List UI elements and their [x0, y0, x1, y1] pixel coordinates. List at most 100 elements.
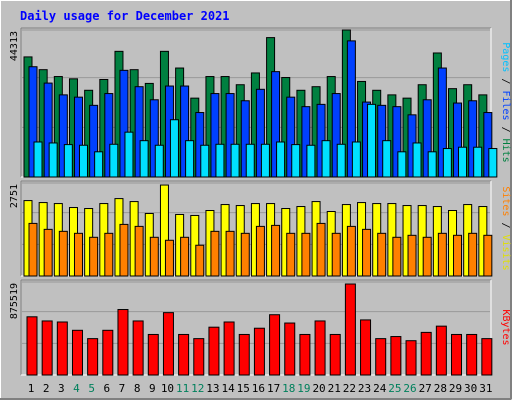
x-tick-label: 3	[58, 382, 65, 395]
bar-pages-day-21	[336, 143, 346, 178]
bar-files-day-5	[89, 104, 99, 178]
bar-pages-day-24	[382, 140, 392, 178]
bar-sites-day-28	[437, 232, 447, 277]
bar-sites-day-6	[104, 232, 114, 277]
x-tick-label: 31	[479, 382, 492, 395]
bar-kbytes-day-20	[314, 320, 326, 376]
bar-files-day-4	[73, 96, 83, 178]
bar-visits-day-10	[159, 184, 169, 277]
bar-sites-day-5	[89, 236, 99, 277]
kbytes-panel: 875519 KBytes	[9, 279, 511, 376]
y-max-label: 875519	[9, 283, 20, 319]
bar-kbytes-day-18	[284, 322, 296, 376]
bar-kbytes-day-31	[481, 338, 493, 376]
bar-sites-day-24	[377, 232, 387, 277]
x-tick-label: 30	[464, 382, 477, 395]
x-tick-label: 19	[297, 382, 310, 395]
bar-pages-day-31	[488, 148, 498, 178]
x-tick-label: 20	[312, 382, 325, 395]
bar-sites-day-22	[346, 225, 356, 277]
x-tick-label: 18	[282, 382, 295, 395]
bar-kbytes-day-14	[223, 321, 235, 376]
bar-sites-day-29	[453, 234, 463, 277]
bar-pages-day-14	[230, 143, 240, 178]
bar-pages-day-25	[397, 151, 407, 178]
x-tick-label: 10	[161, 382, 174, 395]
bar-kbytes-day-16	[253, 327, 265, 376]
legend-text: /	[500, 72, 511, 90]
x-tick-label: 26	[403, 382, 416, 395]
series-legend: Sites / Visits	[500, 186, 511, 270]
bar-kbytes-day-4	[71, 329, 83, 376]
bar-sites-day-18	[286, 232, 296, 277]
bar-kbytes-day-27	[420, 331, 432, 376]
bar-sites-day-7	[119, 223, 129, 277]
x-tick-label: 23	[358, 382, 371, 395]
bar-files-day-2	[43, 82, 53, 178]
bar-files-day-16	[255, 88, 265, 178]
x-axis-labels: 1 2 3 4 5 6 7 8 9 10 11 12 13 14 15 16 17 18 19 20 21 22 23 24 2…	[28, 382, 493, 395]
x-tick-label: 13	[206, 382, 219, 395]
bar-files-day-21	[331, 93, 341, 178]
bar-files-day-14	[225, 93, 235, 178]
bar-kbytes-day-19	[299, 333, 311, 376]
y-max-label: 2751	[9, 184, 20, 208]
legend-text: /	[500, 216, 511, 234]
bar-files-day-7	[119, 69, 129, 178]
chart-title: Daily usage for December 2021	[20, 9, 230, 23]
x-tick-label: 27	[419, 382, 432, 395]
x-tick-label: 21	[328, 382, 341, 395]
bar-sites-day-27	[422, 236, 432, 277]
bar-sites-day-25	[392, 236, 402, 277]
x-tick-label: 29	[449, 382, 462, 395]
bar-pages-day-4	[78, 144, 88, 178]
series-legend: Pages / Files / Hits	[500, 42, 511, 162]
bar-kbytes-day-12	[193, 338, 205, 376]
bar-kbytes-day-8	[132, 320, 144, 376]
legend-text: Files	[500, 90, 511, 120]
bar-files-day-25	[392, 106, 402, 178]
bar-files-day-15	[240, 100, 250, 178]
x-tick-label: 7	[119, 382, 126, 395]
legend-text: /	[500, 121, 511, 139]
bar-kbytes-day-9	[147, 333, 159, 376]
bar-pages-day-8	[139, 140, 149, 178]
bar-pages-day-29	[458, 146, 468, 178]
bar-kbytes-day-28	[435, 325, 447, 376]
bar-kbytes-day-26	[405, 340, 417, 376]
x-tick-label: 28	[434, 382, 447, 395]
bar-files-day-13	[210, 93, 220, 178]
bar-kbytes-day-17	[269, 314, 281, 376]
bar-sites-day-14	[225, 230, 235, 277]
x-tick-label: 5	[88, 382, 95, 395]
bar-pages-day-12	[200, 144, 210, 178]
bar-files-day-11	[180, 85, 190, 178]
bar-sites-day-26	[407, 234, 417, 277]
bar-pages-day-26	[412, 142, 422, 178]
bar-kbytes-day-1	[26, 316, 38, 376]
bar-kbytes-day-5	[87, 338, 99, 376]
legend-text: Hits	[500, 139, 511, 163]
bar-files-day-22	[346, 40, 356, 178]
legend-text: KBytes	[500, 309, 511, 345]
bar-sites-day-31	[483, 234, 493, 277]
x-tick-label: 2	[43, 382, 50, 395]
bar-pages-day-27	[427, 151, 437, 178]
legend-text: Sites	[500, 186, 511, 216]
x-tick-label: 14	[221, 382, 235, 395]
bar-sites-day-23	[362, 228, 372, 277]
bar-sites-day-8	[134, 225, 144, 277]
bar-pages-day-10	[169, 119, 179, 178]
bar-sites-day-3	[58, 230, 68, 277]
bar-files-day-27	[422, 99, 432, 178]
bar-pages-day-30	[473, 146, 483, 178]
bar-files-day-6	[104, 93, 114, 178]
bar-files-day-28	[437, 67, 447, 178]
bar-sites-day-20	[316, 222, 326, 277]
x-tick-label: 22	[343, 382, 356, 395]
x-tick-label: 24	[373, 382, 387, 395]
bar-kbytes-day-22	[344, 283, 356, 376]
bar-files-day-8	[134, 86, 144, 178]
bar-pages-day-20	[321, 140, 331, 178]
bar-pages-day-28	[442, 148, 452, 178]
